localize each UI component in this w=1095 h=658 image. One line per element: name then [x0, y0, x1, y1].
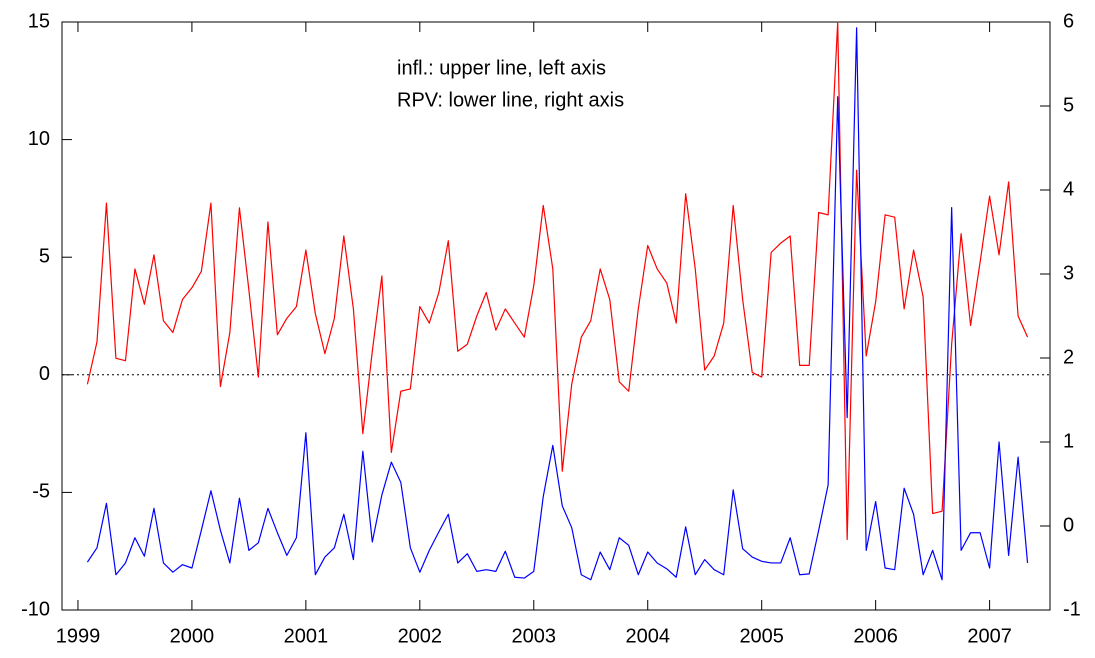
- y-tick-label: 0: [39, 363, 50, 385]
- series-line: [86, 27, 1029, 581]
- y-tick-label: 5: [39, 245, 50, 267]
- y-tick-label: 15: [28, 10, 50, 32]
- annotation: RPV: lower line, right axis: [397, 89, 624, 111]
- y2-tick-label: 5: [1063, 94, 1074, 116]
- y-tick-label: 10: [28, 128, 50, 150]
- x-tick-label: 1999: [56, 625, 101, 647]
- y-tick-label: -10: [21, 598, 50, 620]
- y2-tick-label: 3: [1063, 262, 1074, 284]
- x-tick-label: 2005: [739, 625, 784, 647]
- y2-tick-label: 6: [1063, 10, 1074, 32]
- annotation: infl.: upper line, left axis: [397, 57, 606, 79]
- y2-tick-label: 4: [1063, 178, 1074, 200]
- x-tick-label: 2006: [853, 625, 898, 647]
- plot-frame: [61, 21, 1051, 611]
- x-tick-label: 2000: [170, 625, 215, 647]
- y2-tick-label: 1: [1063, 430, 1074, 452]
- y-tick-label: -5: [32, 481, 50, 503]
- series-line: [86, 21, 1029, 541]
- y2-tick-label: -1: [1063, 598, 1081, 620]
- x-tick-label: 2004: [625, 625, 670, 647]
- x-tick-label: 2002: [398, 625, 443, 647]
- y2-tick-label: 0: [1063, 514, 1074, 536]
- x-tick-label: 2001: [284, 625, 329, 647]
- y2-tick-label: 2: [1063, 346, 1074, 368]
- x-tick-label: 2003: [512, 625, 557, 647]
- x-tick-label: 2007: [967, 625, 1012, 647]
